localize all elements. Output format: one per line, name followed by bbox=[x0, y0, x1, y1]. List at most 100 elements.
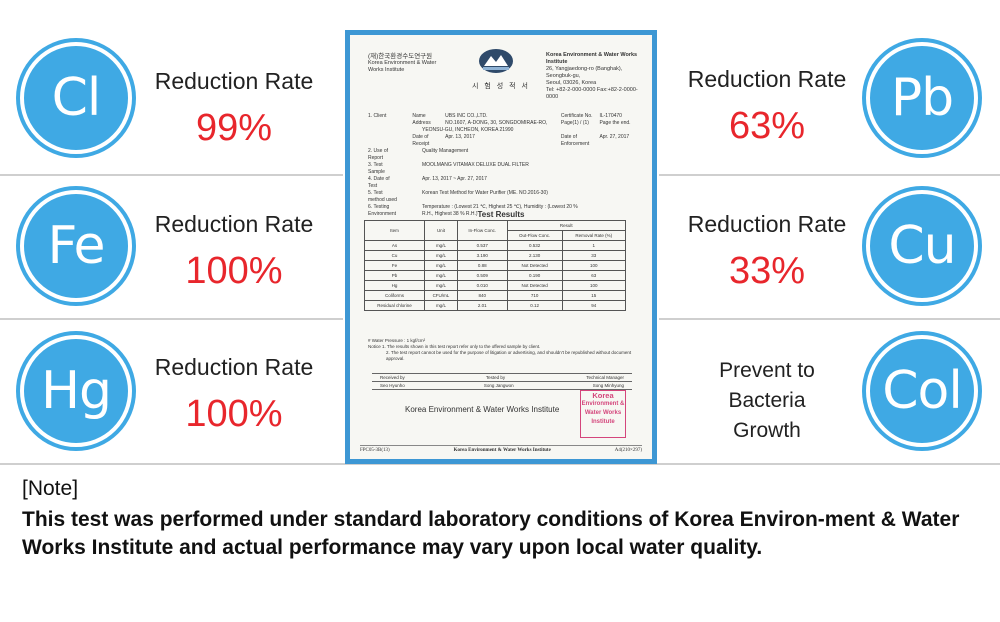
table-cell: 1 bbox=[561, 240, 627, 251]
col-result: Result bbox=[506, 220, 627, 231]
element-cu-icon: Cu bbox=[866, 190, 978, 302]
sign-name: Seo Hyunho bbox=[380, 383, 405, 388]
certificate-frame: (재)한국환경수도연구원 Korea Environment & Water W… bbox=[345, 30, 657, 464]
table-cell: mg/L bbox=[423, 280, 458, 291]
divider-1-right bbox=[659, 174, 1000, 176]
table-cell: Not Detected bbox=[506, 260, 563, 271]
table-cell: Fe bbox=[364, 260, 425, 271]
info-cell: Korean Test Method for Water Purifier (M… bbox=[422, 190, 548, 196]
header-line: Tel: +82-2-000-0000 Fax:+82-2-0000-0000 bbox=[546, 87, 638, 100]
pb-label: Reduction Rate bbox=[687, 66, 847, 92]
info-cell bbox=[584, 162, 611, 176]
header-line: Korea Environment & Water Works Institut… bbox=[368, 60, 437, 73]
test-results-title: Test Results bbox=[477, 210, 525, 219]
info-cell bbox=[611, 148, 638, 162]
divider-2-left bbox=[0, 318, 343, 320]
header-line: 26, Yangjaedong-ro (Banghak), Seongbuk-g… bbox=[546, 66, 623, 79]
hg-label: Reduction Rate bbox=[154, 354, 314, 380]
table-cell: CFU/mL bbox=[423, 290, 458, 301]
table-cell: Not Detected bbox=[506, 280, 563, 291]
table-cell: Pb bbox=[364, 270, 425, 281]
table-row: Fe mg/L 0.88 Not Detected 100 bbox=[364, 260, 627, 271]
sign-name: Song Minhyung bbox=[592, 383, 624, 388]
info-cell bbox=[399, 176, 422, 190]
table-cell: mg/L bbox=[423, 240, 458, 251]
stamp-line: Korea bbox=[592, 391, 614, 400]
col-prevent-line: Growth bbox=[733, 419, 801, 442]
sign-name: Song Jangwon bbox=[483, 383, 514, 388]
info-cell bbox=[584, 127, 611, 134]
info-cell bbox=[399, 162, 422, 176]
table-cell: 15 bbox=[561, 290, 627, 301]
institute-name: Korea Environment & Water Works Institut… bbox=[405, 405, 560, 414]
table-cell: 0.509 bbox=[456, 270, 508, 281]
table-cell: Cu bbox=[364, 250, 425, 261]
info-cell: 1. Client bbox=[368, 113, 387, 119]
element-col-icon: Col bbox=[866, 335, 978, 447]
info-cell bbox=[584, 190, 611, 204]
table-cell: 0.190 bbox=[506, 270, 563, 281]
col-prevent-text: Prevent to Bacteria Growth bbox=[672, 356, 862, 446]
info-cell: UBS INC CO.,LTD. bbox=[445, 113, 488, 119]
info-row: 5. Test method used Korean Test Method fo… bbox=[368, 190, 638, 204]
col-item: Item bbox=[364, 220, 425, 241]
table-cell: 2.01 bbox=[456, 300, 508, 311]
table-cell: 100 bbox=[561, 280, 627, 291]
table-cell: Residual chlorine bbox=[364, 300, 425, 311]
table-row: Hg mg/L 0.010 Not Detected 100 bbox=[364, 280, 627, 291]
col-removal: Removal Rate (%) bbox=[561, 230, 627, 241]
info-cell: Name bbox=[412, 113, 426, 119]
info-cell: Date of Enforcement bbox=[560, 134, 590, 147]
note-line: Notice 1. The results shown in this test… bbox=[368, 344, 541, 349]
table-cell: 2.130 bbox=[506, 250, 563, 261]
info-cell: Apr. 13, 2017 bbox=[445, 134, 475, 140]
element-fe-icon: Fe bbox=[20, 190, 132, 302]
info-cell: Date of Receipt bbox=[412, 134, 430, 147]
table-cell: 0.010 bbox=[456, 280, 508, 291]
certificate-notes: # Water Pressure : 1 kgf/cm² Notice 1. T… bbox=[368, 338, 638, 362]
hg-rate: 100% bbox=[185, 393, 283, 435]
info-row: Date of Receipt Apr. 13, 2017 Date of Enfo… bbox=[368, 134, 638, 148]
footer-institute: Korea Environment & Water Works Institut… bbox=[453, 448, 551, 453]
institute-stamp: Korea Environment & Water Works Institut… bbox=[580, 390, 626, 438]
cl-rate: 99% bbox=[195, 107, 273, 149]
info-cell: Certificate No. bbox=[560, 113, 593, 119]
table-cell: 0.12 bbox=[506, 300, 563, 311]
table-row: Pb mg/L 0.509 0.190 63 bbox=[364, 270, 627, 281]
divider-2-right bbox=[659, 318, 1000, 320]
certificate-footer: FPC05-3B(13) Korea Environment & Water W… bbox=[360, 445, 642, 453]
table-cell: 0.537 bbox=[456, 240, 508, 251]
table-cell: Coliforms bbox=[364, 290, 425, 301]
info-cell bbox=[611, 162, 638, 176]
table-cell: 33 bbox=[561, 250, 627, 261]
col-unit: Unit bbox=[423, 220, 458, 241]
info-cell bbox=[368, 120, 412, 127]
water-pressure: # Water Pressure : 1 kgf/cm² bbox=[368, 338, 426, 343]
info-cell: Temperature : (Lowest 21 ℃, Highest 25 ℃… bbox=[422, 204, 578, 217]
info-cell bbox=[611, 190, 638, 204]
info-cell: 4. Date of Test bbox=[368, 176, 390, 189]
certificate-info: 1. Client Name UBS INC CO.,LTD. Certificate… bbox=[368, 113, 638, 218]
fe-rate: 100% bbox=[185, 250, 283, 292]
info-row: 2. Use of Report Quality Management bbox=[368, 148, 638, 162]
table-cell: 0.88 bbox=[456, 260, 508, 271]
cu-rate: 33% bbox=[728, 250, 806, 292]
table-cell: mg/L bbox=[423, 250, 458, 261]
col-outflow: Out-Flow Conc. bbox=[506, 230, 563, 241]
info-cell bbox=[611, 176, 638, 190]
sign-role: Technical Manager bbox=[586, 375, 624, 380]
info-cell: 6. Testing Environment bbox=[368, 204, 397, 217]
info-row: 3. Test Sample MOOLMANG VITAMAX DELUXE DU… bbox=[368, 162, 638, 176]
table-cell: 94 bbox=[561, 300, 627, 311]
info-cell: Apr. 13, 2017 ~ Apr. 27, 2017 bbox=[422, 176, 487, 182]
footer-size: A4(210×297) bbox=[614, 448, 642, 453]
certificate-header-right: Korea Environment & Water Works Institut… bbox=[546, 52, 646, 101]
stamp-line: Institute bbox=[591, 419, 615, 425]
fe-label: Reduction Rate bbox=[154, 211, 314, 237]
col-inflow: In-Flow Conc. bbox=[456, 220, 508, 241]
institute-logo-icon bbox=[479, 49, 513, 73]
info-cell bbox=[584, 148, 611, 162]
info-cell: YEONSU-GU, INCHEON, KOREA 21990 bbox=[422, 127, 514, 133]
col-prevent-line: Bacteria bbox=[728, 389, 806, 412]
info-row: 1. Client Name UBS INC CO.,LTD. Certificate… bbox=[368, 113, 638, 120]
